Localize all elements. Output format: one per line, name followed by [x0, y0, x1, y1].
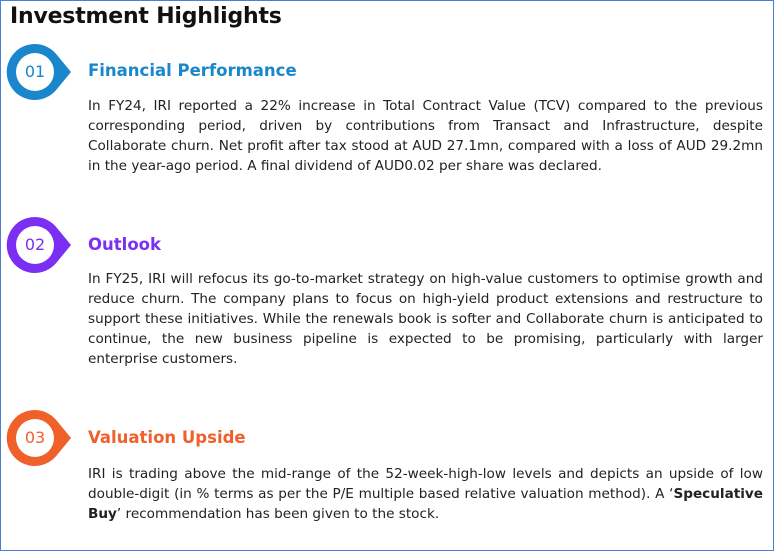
recommendation: Speculative Buy [88, 486, 763, 522]
pin-badge-icon [6, 43, 72, 100]
section-heading: Financial Performance [88, 61, 297, 80]
body-text: ’ recommendation has been given to the s… [116, 506, 440, 522]
page-title: Investment Highlights [10, 4, 282, 29]
section-body: IRI is trading above the mid-range of th… [88, 464, 763, 524]
section-heading: Outlook [88, 235, 161, 254]
number-badge: 03 [3, 408, 73, 468]
pin-badge-icon [6, 216, 72, 273]
number-badge: 01 [3, 42, 73, 102]
section-heading: Valuation Upside [88, 428, 246, 447]
section-body: In FY24, IRI reported a 22% increase in … [88, 98, 763, 174]
pin-badge-icon [6, 409, 72, 466]
number-badge: 02 [3, 215, 73, 275]
body-text: IRI is trading above the mid-range of th… [88, 466, 763, 502]
section-body: In FY25, IRI will refocus its go-to-mark… [88, 271, 763, 367]
